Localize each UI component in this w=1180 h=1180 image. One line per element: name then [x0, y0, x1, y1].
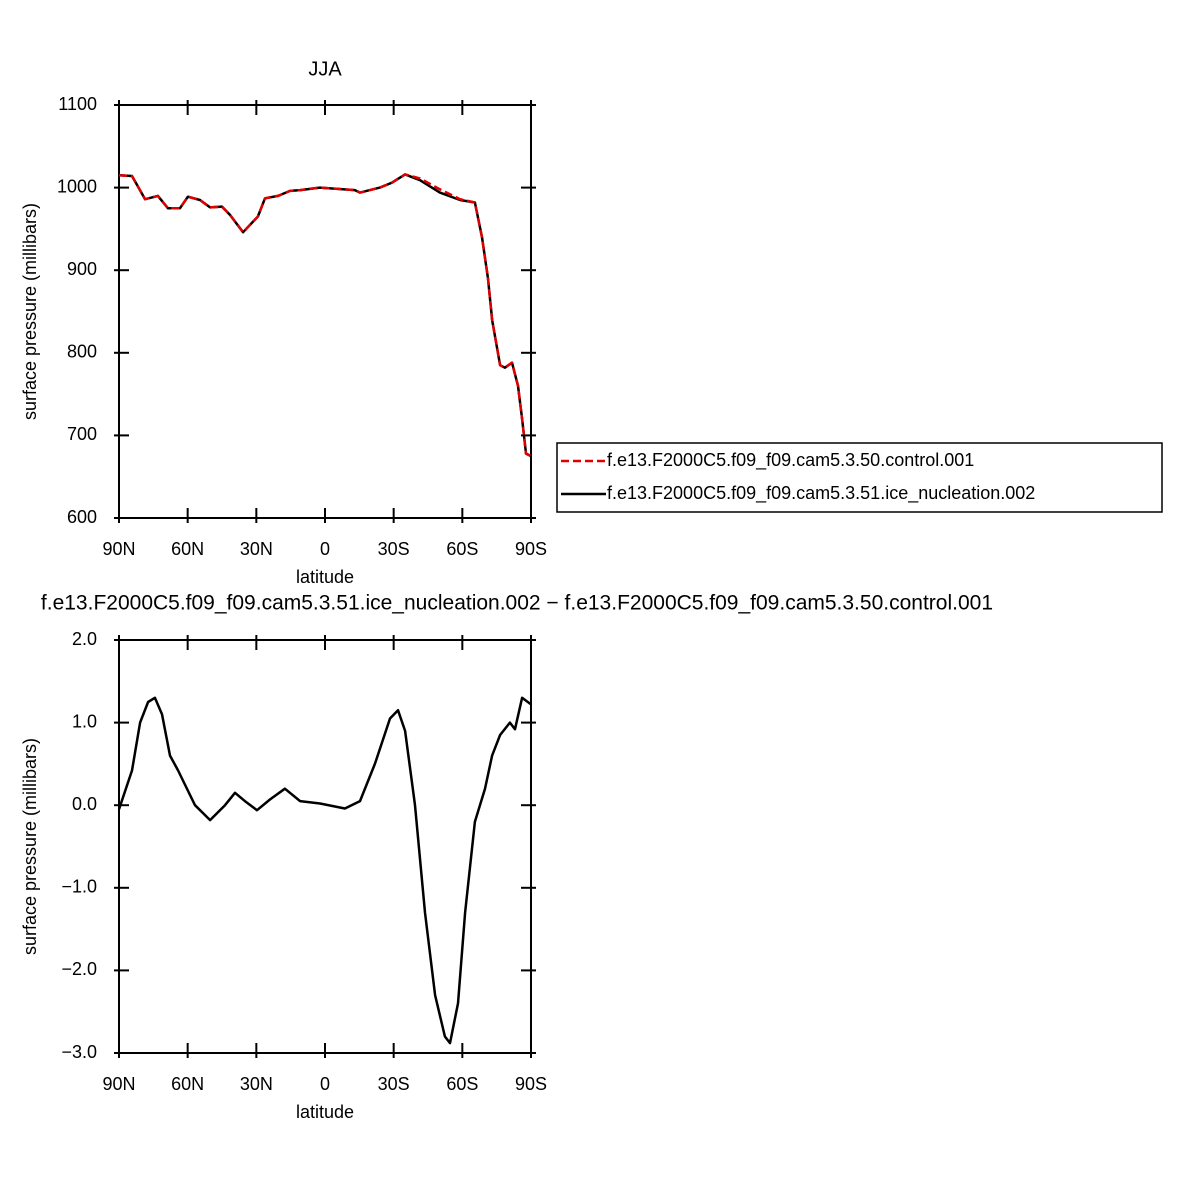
- x-tick-label: 90N: [102, 539, 135, 559]
- x-tick-label: 90S: [515, 539, 547, 559]
- y-tick-label: 600: [67, 507, 97, 527]
- series-line: [118, 173, 532, 458]
- legend-box: [556, 442, 1163, 513]
- plot-frame: [118, 639, 532, 1054]
- x-tick-label: 90S: [515, 1074, 547, 1094]
- y-tick-label: 800: [67, 342, 97, 362]
- y-tick-label: −3.0: [61, 1042, 97, 1062]
- x-tick-label: 60S: [446, 539, 478, 559]
- series-line: [118, 173, 532, 458]
- x-tick-label: 30S: [378, 1074, 410, 1094]
- chart-title: JJA: [308, 58, 342, 80]
- x-tick-label: 30S: [378, 539, 410, 559]
- y-tick-label: 1.0: [72, 711, 97, 731]
- x-tick-label: 90N: [102, 1074, 135, 1094]
- y-axis-label: surface pressure (millibars): [20, 203, 40, 420]
- chart-title: f.e13.F2000C5.f09_f09.cam5.3.51.ice_nucl…: [41, 592, 993, 615]
- y-tick-label: 1000: [57, 176, 97, 196]
- x-tick-label: 0: [320, 539, 330, 559]
- x-tick-label: 60S: [446, 1074, 478, 1094]
- legend-label: f.e13.F2000C5.f09_f09.cam5.3.51.ice_nucl…: [607, 483, 1035, 504]
- x-tick-label: 30N: [240, 539, 273, 559]
- x-tick-label: 60N: [171, 539, 204, 559]
- x-tick-label: 30N: [240, 1074, 273, 1094]
- y-tick-label: 1100: [58, 94, 97, 114]
- y-tick-label: −2.0: [61, 959, 97, 979]
- y-tick-label: 900: [67, 259, 97, 279]
- series-line: [117, 696, 532, 1045]
- x-axis-label: latitude: [296, 1102, 354, 1122]
- x-tick-label: 0: [320, 1074, 330, 1094]
- y-tick-label: 700: [67, 424, 97, 444]
- y-tick-label: −1.0: [61, 877, 97, 897]
- y-tick-label: 2.0: [72, 629, 97, 649]
- legend-label: f.e13.F2000C5.f09_f09.cam5.3.50.control.…: [607, 450, 974, 471]
- plot-frame: [118, 104, 532, 519]
- x-axis-label: latitude: [296, 567, 354, 587]
- y-tick-label: 0.0: [72, 794, 97, 814]
- x-tick-label: 60N: [171, 1074, 204, 1094]
- y-axis-label: surface pressure (millibars): [20, 738, 40, 955]
